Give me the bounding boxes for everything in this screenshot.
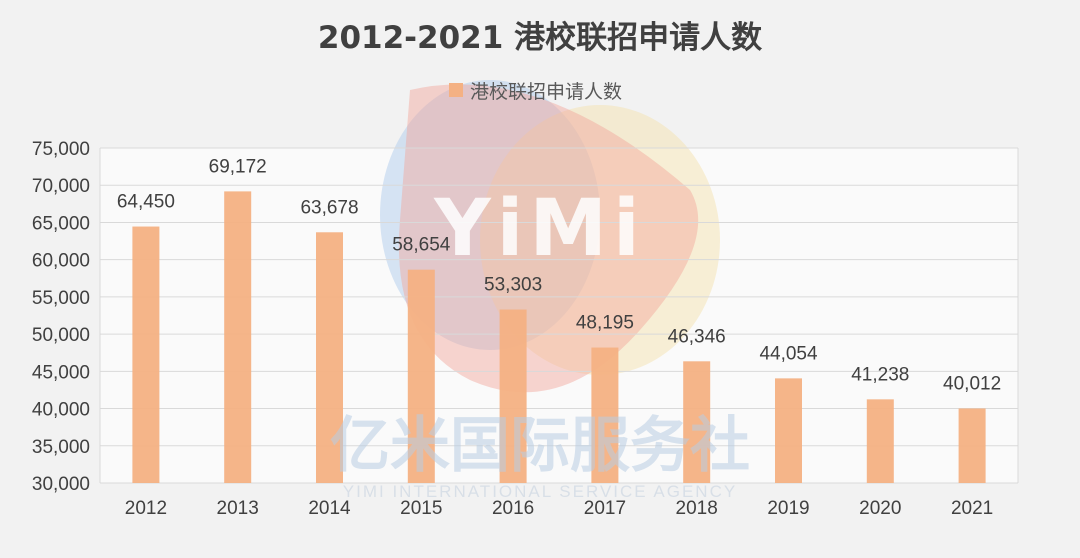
y-tick-label: 40,000 [32, 400, 90, 421]
x-tick-label-2013: 2013 [217, 498, 259, 519]
y-tick-label: 55,000 [32, 288, 90, 309]
data-label-2018: 46,346 [668, 326, 726, 347]
y-tick-label: 35,000 [32, 437, 90, 458]
x-tick-label-2019: 2019 [767, 498, 809, 519]
x-tick-label-2014: 2014 [308, 498, 351, 519]
data-label-2013: 69,172 [209, 156, 267, 177]
bar-2015 [407, 269, 435, 483]
x-tick-label-2015: 2015 [400, 498, 442, 519]
data-label-2017: 48,195 [576, 313, 634, 334]
data-label-2014: 63,678 [300, 197, 358, 218]
bar-series [132, 191, 986, 484]
grid-lines [99, 147, 1019, 484]
data-label-2020: 41,238 [851, 364, 909, 385]
bar-2020 [866, 399, 894, 483]
bar-2017 [591, 347, 619, 483]
y-tick-label: 75,000 [32, 139, 90, 160]
data-label-2016: 53,303 [484, 275, 542, 296]
bar-2014 [316, 232, 343, 483]
watermark-chinese: 亿米国际服务社 [330, 411, 750, 481]
legend: 港校联招申请人数 [449, 81, 622, 103]
x-tick-label-2016: 2016 [492, 498, 534, 519]
legend-label: 港校联招申请人数 [470, 81, 622, 103]
y-axis-ticks: 30,000 35,000 40,000 45,000 50,000 55,000 60,0… [32, 139, 90, 495]
y-tick-label: 70,000 [32, 176, 90, 197]
legend-swatch [449, 83, 463, 97]
data-label-2015: 58,654 [392, 235, 451, 256]
bar-2019 [775, 378, 802, 483]
data-labels: 64,450 69,172 63,678 58,654 53,303 48,195 46,3… [117, 156, 1001, 394]
bar-2013 [224, 191, 252, 483]
y-tick-label: 50,000 [32, 325, 90, 346]
x-tick-label-2020: 2020 [859, 498, 901, 519]
plot-area [100, 148, 1018, 483]
watermark-logo-text: YiMi [433, 184, 646, 274]
data-label-2019: 44,054 [759, 343, 818, 364]
chart-title: 2012-2021 港校联招申请人数 [318, 20, 762, 56]
y-tick-label: 45,000 [32, 362, 90, 383]
y-tick-label: 65,000 [32, 213, 90, 234]
bar-2016 [499, 309, 527, 483]
x-tick-label-2018: 2018 [676, 498, 718, 519]
y-tick-label: 30,000 [32, 474, 90, 495]
x-tick-label-2012: 2012 [125, 498, 167, 519]
bar-2018 [683, 361, 711, 483]
bar-2021 [958, 408, 986, 483]
watermark-english: YIMI INTERNATIONAL SERVICE AGENCY [343, 482, 737, 501]
x-tick-label-2017: 2017 [584, 498, 626, 519]
data-label-2012: 64,450 [117, 192, 175, 213]
x-axis-ticks: 2012 2013 2014 2015 2016 2017 2018 2019 2020 2021 [125, 498, 993, 519]
data-label-2021: 40,012 [943, 373, 1001, 394]
x-tick-label-2021: 2021 [951, 498, 993, 519]
y-tick-label: 60,000 [32, 251, 90, 272]
bar-2012 [132, 226, 160, 484]
